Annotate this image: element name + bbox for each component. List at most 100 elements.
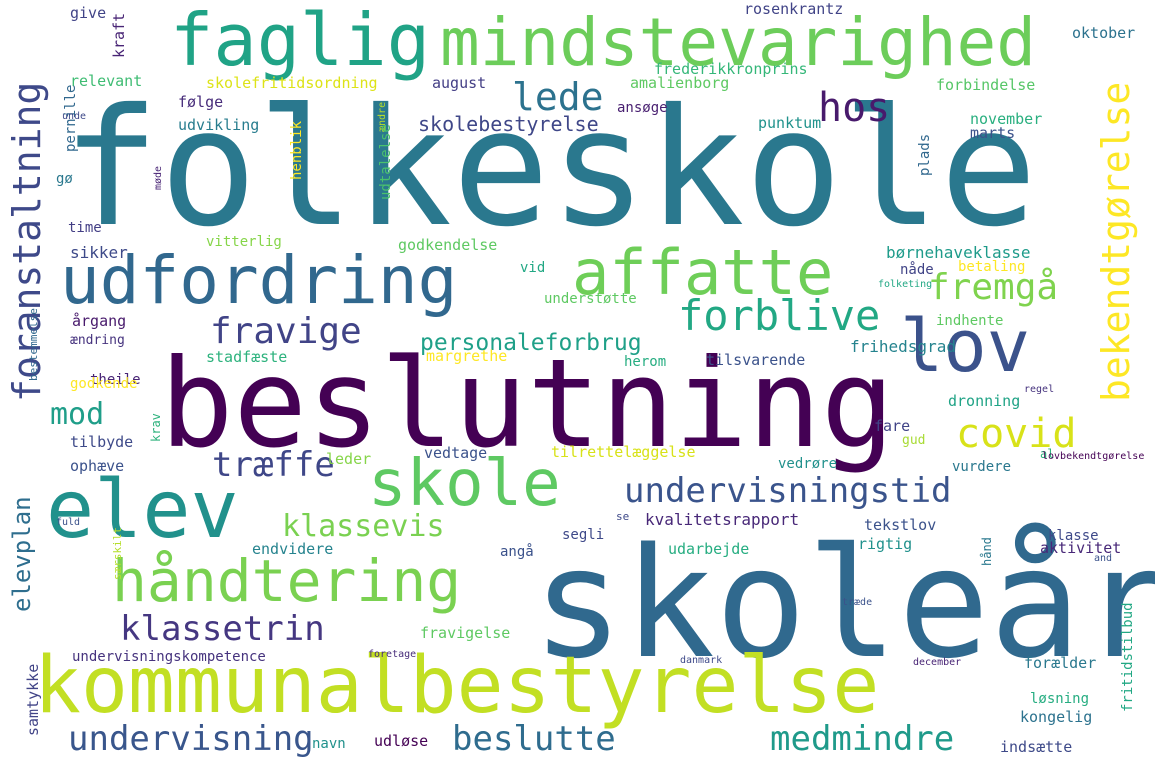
word-5: mindstevarighed — [440, 4, 1037, 81]
word-71: margrethe — [426, 347, 508, 365]
word-45: forbindelse — [936, 76, 1036, 94]
word-102: aktivitet — [1040, 539, 1122, 557]
word-42: frederikkronprins — [654, 60, 808, 78]
word-104: fritidstilbud — [1120, 602, 1136, 712]
word-43: rosenkrantz — [744, 0, 844, 18]
word-89: vurdere — [952, 459, 1012, 475]
word-111: december — [913, 657, 962, 668]
word-2: beslutning — [160, 333, 895, 475]
word-33: frihedsgrad — [850, 337, 956, 356]
word-56: udtalelse — [378, 124, 394, 200]
word-109: foretage — [368, 649, 417, 660]
word-40: august — [432, 74, 487, 92]
word-73: tilsvarende — [706, 351, 806, 369]
word-106: fravigelse — [420, 624, 511, 642]
word-115: navn — [312, 736, 346, 752]
word-100: rigtig — [858, 535, 913, 553]
word-16: fremgå — [928, 267, 1059, 308]
word-90: lovbekendtgørelse — [1042, 451, 1145, 462]
word-59: møde — [153, 165, 164, 190]
word-84: ophæve — [70, 457, 125, 475]
word-25: klassetrin — [120, 609, 325, 649]
word-87: tilrettelæggelse — [551, 443, 696, 461]
word-48: punktum — [758, 114, 822, 132]
word-86: vedtage — [424, 444, 488, 462]
word-38: relevant — [70, 72, 143, 90]
word-60: time — [68, 220, 102, 236]
word-64: nåde — [900, 262, 934, 278]
word-96: særskilt — [111, 527, 124, 580]
word-76: godkende — [70, 376, 138, 392]
word-46: følge — [178, 93, 224, 111]
word-24: klassevis — [282, 509, 445, 544]
word-58: gø — [56, 171, 73, 187]
word-7: affatte — [572, 236, 834, 309]
word-107: samtykke — [24, 663, 42, 736]
word-117: indsætte — [1000, 738, 1073, 756]
word-114: kongelig — [1020, 708, 1093, 726]
word-77: dronning — [948, 392, 1021, 410]
word-93: tekstlov — [864, 516, 937, 534]
word-105: træde — [842, 597, 873, 608]
word-36: give — [70, 4, 107, 22]
word-82: gud — [902, 433, 926, 448]
word-27: undervisning — [68, 719, 314, 759]
word-113: løsning — [1030, 691, 1090, 707]
word-99: udarbejde — [668, 540, 750, 558]
word-34: stadfæste — [206, 348, 288, 366]
word-110: danmark — [680, 655, 723, 666]
word-17: forblive — [678, 291, 881, 340]
word-95: fuld — [56, 517, 81, 528]
word-41: amalienborg — [630, 74, 730, 92]
word-13: bekendtgørelse — [1094, 81, 1138, 402]
word-67: understøtte — [544, 291, 637, 307]
word-30: kvalitetsrapport — [645, 510, 800, 529]
word-14: lede — [512, 75, 604, 119]
word-74: theile — [90, 372, 141, 388]
word-18: fravige — [210, 311, 362, 352]
word-78: regel — [1024, 384, 1055, 395]
word-51: ansøge — [617, 100, 668, 116]
word-0: folkeskole — [62, 75, 1038, 263]
word-72: herom — [624, 354, 667, 370]
word-70: ændring — [70, 333, 125, 348]
word-26: elevplan — [8, 496, 36, 612]
word-6: udfordring — [60, 242, 458, 319]
word-98: angå — [500, 544, 534, 560]
word-8: lov — [900, 304, 1031, 388]
word-21: mod — [50, 397, 105, 432]
word-47: udvikling — [178, 116, 260, 134]
word-108: undervisningskompetence — [72, 649, 266, 665]
word-50: marts — [970, 124, 1016, 142]
word-81: fare — [874, 417, 911, 435]
word-31: børnehaveklasse — [886, 243, 1031, 262]
word-20: covid — [956, 411, 1077, 457]
word-85: leder — [326, 450, 372, 468]
word-116: udløse — [374, 732, 429, 750]
word-44: oktober — [1072, 24, 1136, 42]
word-39: skolefritidsordning — [206, 74, 378, 92]
word-97: endvidere — [252, 540, 334, 558]
word-19: personaleforbrug — [420, 330, 642, 356]
word-68: indhente — [936, 313, 1004, 329]
word-92: se — [616, 510, 630, 523]
word-83: al — [1040, 447, 1055, 461]
word-9: elev — [46, 463, 239, 556]
word-35: skolebestyrelse — [418, 112, 599, 136]
word-112: forælder — [1024, 654, 1097, 672]
word-80: tilbyde — [70, 433, 134, 451]
word-88: vedrøre — [778, 456, 838, 472]
word-4: faglig — [170, 0, 431, 82]
word-15: hos — [818, 85, 891, 131]
word-61: vitterlig — [206, 234, 282, 250]
word-101: hånd — [980, 537, 994, 566]
word-75: bestemmelse — [27, 308, 40, 381]
word-3: kommunalbestyrelse — [34, 641, 880, 731]
word-57: plads — [917, 133, 933, 176]
word-10: skole — [368, 447, 561, 521]
word-65: betaling — [958, 259, 1026, 275]
word-37: kraft — [110, 12, 128, 58]
word-22: træffe — [212, 445, 335, 485]
word-63: vid — [520, 260, 546, 276]
